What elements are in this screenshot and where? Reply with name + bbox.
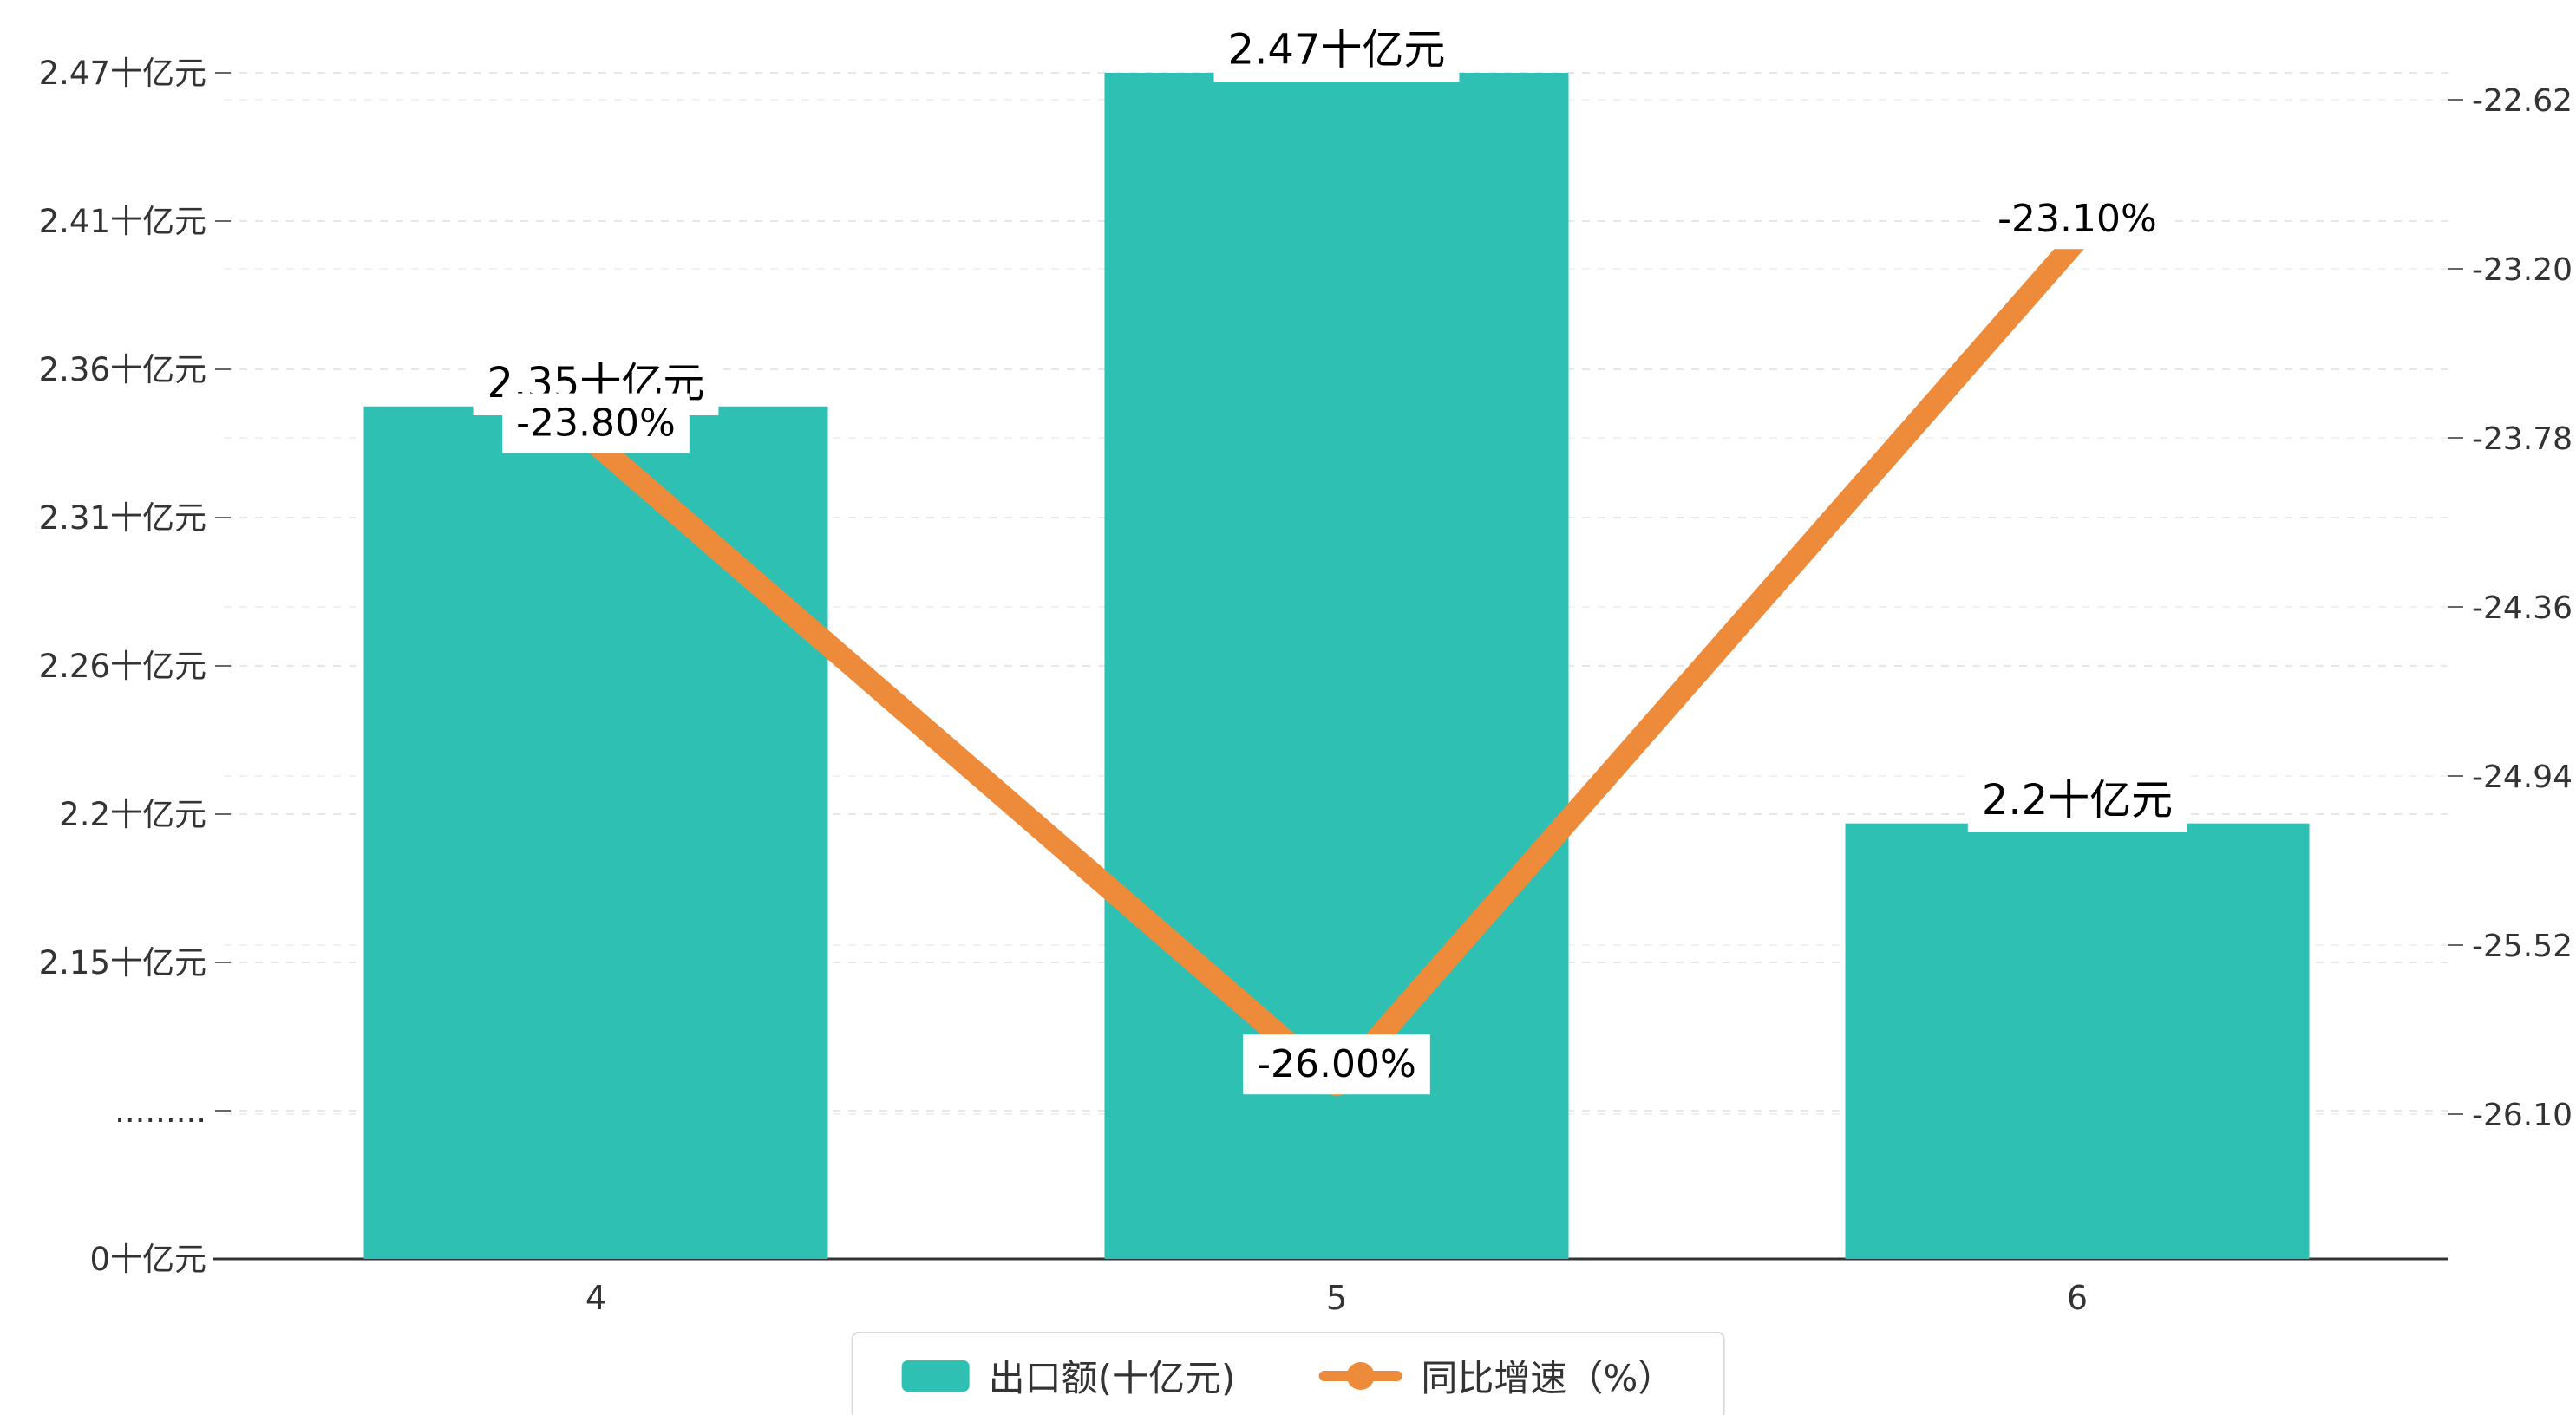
x-axis-label-5: 5 <box>1326 1279 1347 1317</box>
y-axis-right-label: -24.94 <box>2472 760 2573 795</box>
legend-label-export: 出口额(十亿元) <box>988 1357 1236 1399</box>
y-axis-left-label: 2.41十亿元 <box>39 203 206 240</box>
legend-label-growth: 同比增速（%） <box>1421 1357 1675 1399</box>
bar-month-4 <box>363 406 828 1259</box>
line-value-label-6-bg <box>1984 189 2171 250</box>
bar-month-6 <box>1845 823 2310 1259</box>
y-axis-left-label: 2.36十亿元 <box>39 351 206 388</box>
line-value-label-6: -23.10% <box>1984 189 2171 250</box>
y-axis-right-label: -23.20 <box>2472 252 2573 288</box>
x-axis-label-6: 6 <box>2067 1279 2088 1317</box>
y-axis-left-label: 2.31十亿元 <box>39 499 206 537</box>
y-axis-right-label: -25.52 <box>2472 929 2573 964</box>
bar-value-label-6-bg <box>1967 767 2187 832</box>
y-axis-right-label: -22.62 <box>2472 83 2573 119</box>
bar-series-swatch <box>901 1360 970 1392</box>
x-axis-label-4: 4 <box>585 1279 606 1317</box>
line-value-label-5-bg <box>1243 1034 1430 1095</box>
y-axis-left-label: ......... <box>114 1092 206 1130</box>
y-axis-right-label: -26.10 <box>2472 1098 2573 1133</box>
line-value-label-4-text: -23.80% <box>516 401 676 446</box>
line-value-label-6-text: -23.10% <box>1997 197 2157 241</box>
line-marker-dot <box>1346 1361 1375 1390</box>
y-axis-left-label: 2.47十亿元 <box>39 55 206 92</box>
legend-item-growth[interactable]: 同比增速（%） <box>1318 1349 1674 1402</box>
line-value-label-4: -23.80% <box>502 393 690 453</box>
line-value-label-5: -26.00% <box>1243 1034 1430 1095</box>
bar-value-label-5-bg <box>1213 17 1460 82</box>
legend-item-export[interactable]: 出口额(十亿元) <box>901 1349 1236 1402</box>
bar-value-label-5-text: 2.47十亿元 <box>1228 25 1446 74</box>
bar-value-label-6: 2.2十亿元 <box>1967 767 2187 832</box>
bar-value-label-6-text: 2.2十亿元 <box>1982 776 2173 825</box>
line-value-label-5-text: -26.00% <box>1257 1042 1416 1086</box>
y-axis-left-label: 2.2十亿元 <box>59 796 206 833</box>
line-series-marker <box>1318 1360 1402 1392</box>
y-axis-left-label: 2.26十亿元 <box>39 648 206 685</box>
legend: 出口额(十亿元) 同比增速（%） <box>851 1332 1725 1415</box>
line-value-label-4-bg <box>502 393 690 453</box>
y-axis-left-label: 0十亿元 <box>89 1241 206 1278</box>
y-axis-right-label: -24.36 <box>2472 590 2573 626</box>
bar-value-label-5: 2.47十亿元 <box>1213 17 1460 82</box>
y-axis-left-label: 2.15十亿元 <box>39 944 206 981</box>
y-axis-right-label: -23.78 <box>2472 421 2573 457</box>
